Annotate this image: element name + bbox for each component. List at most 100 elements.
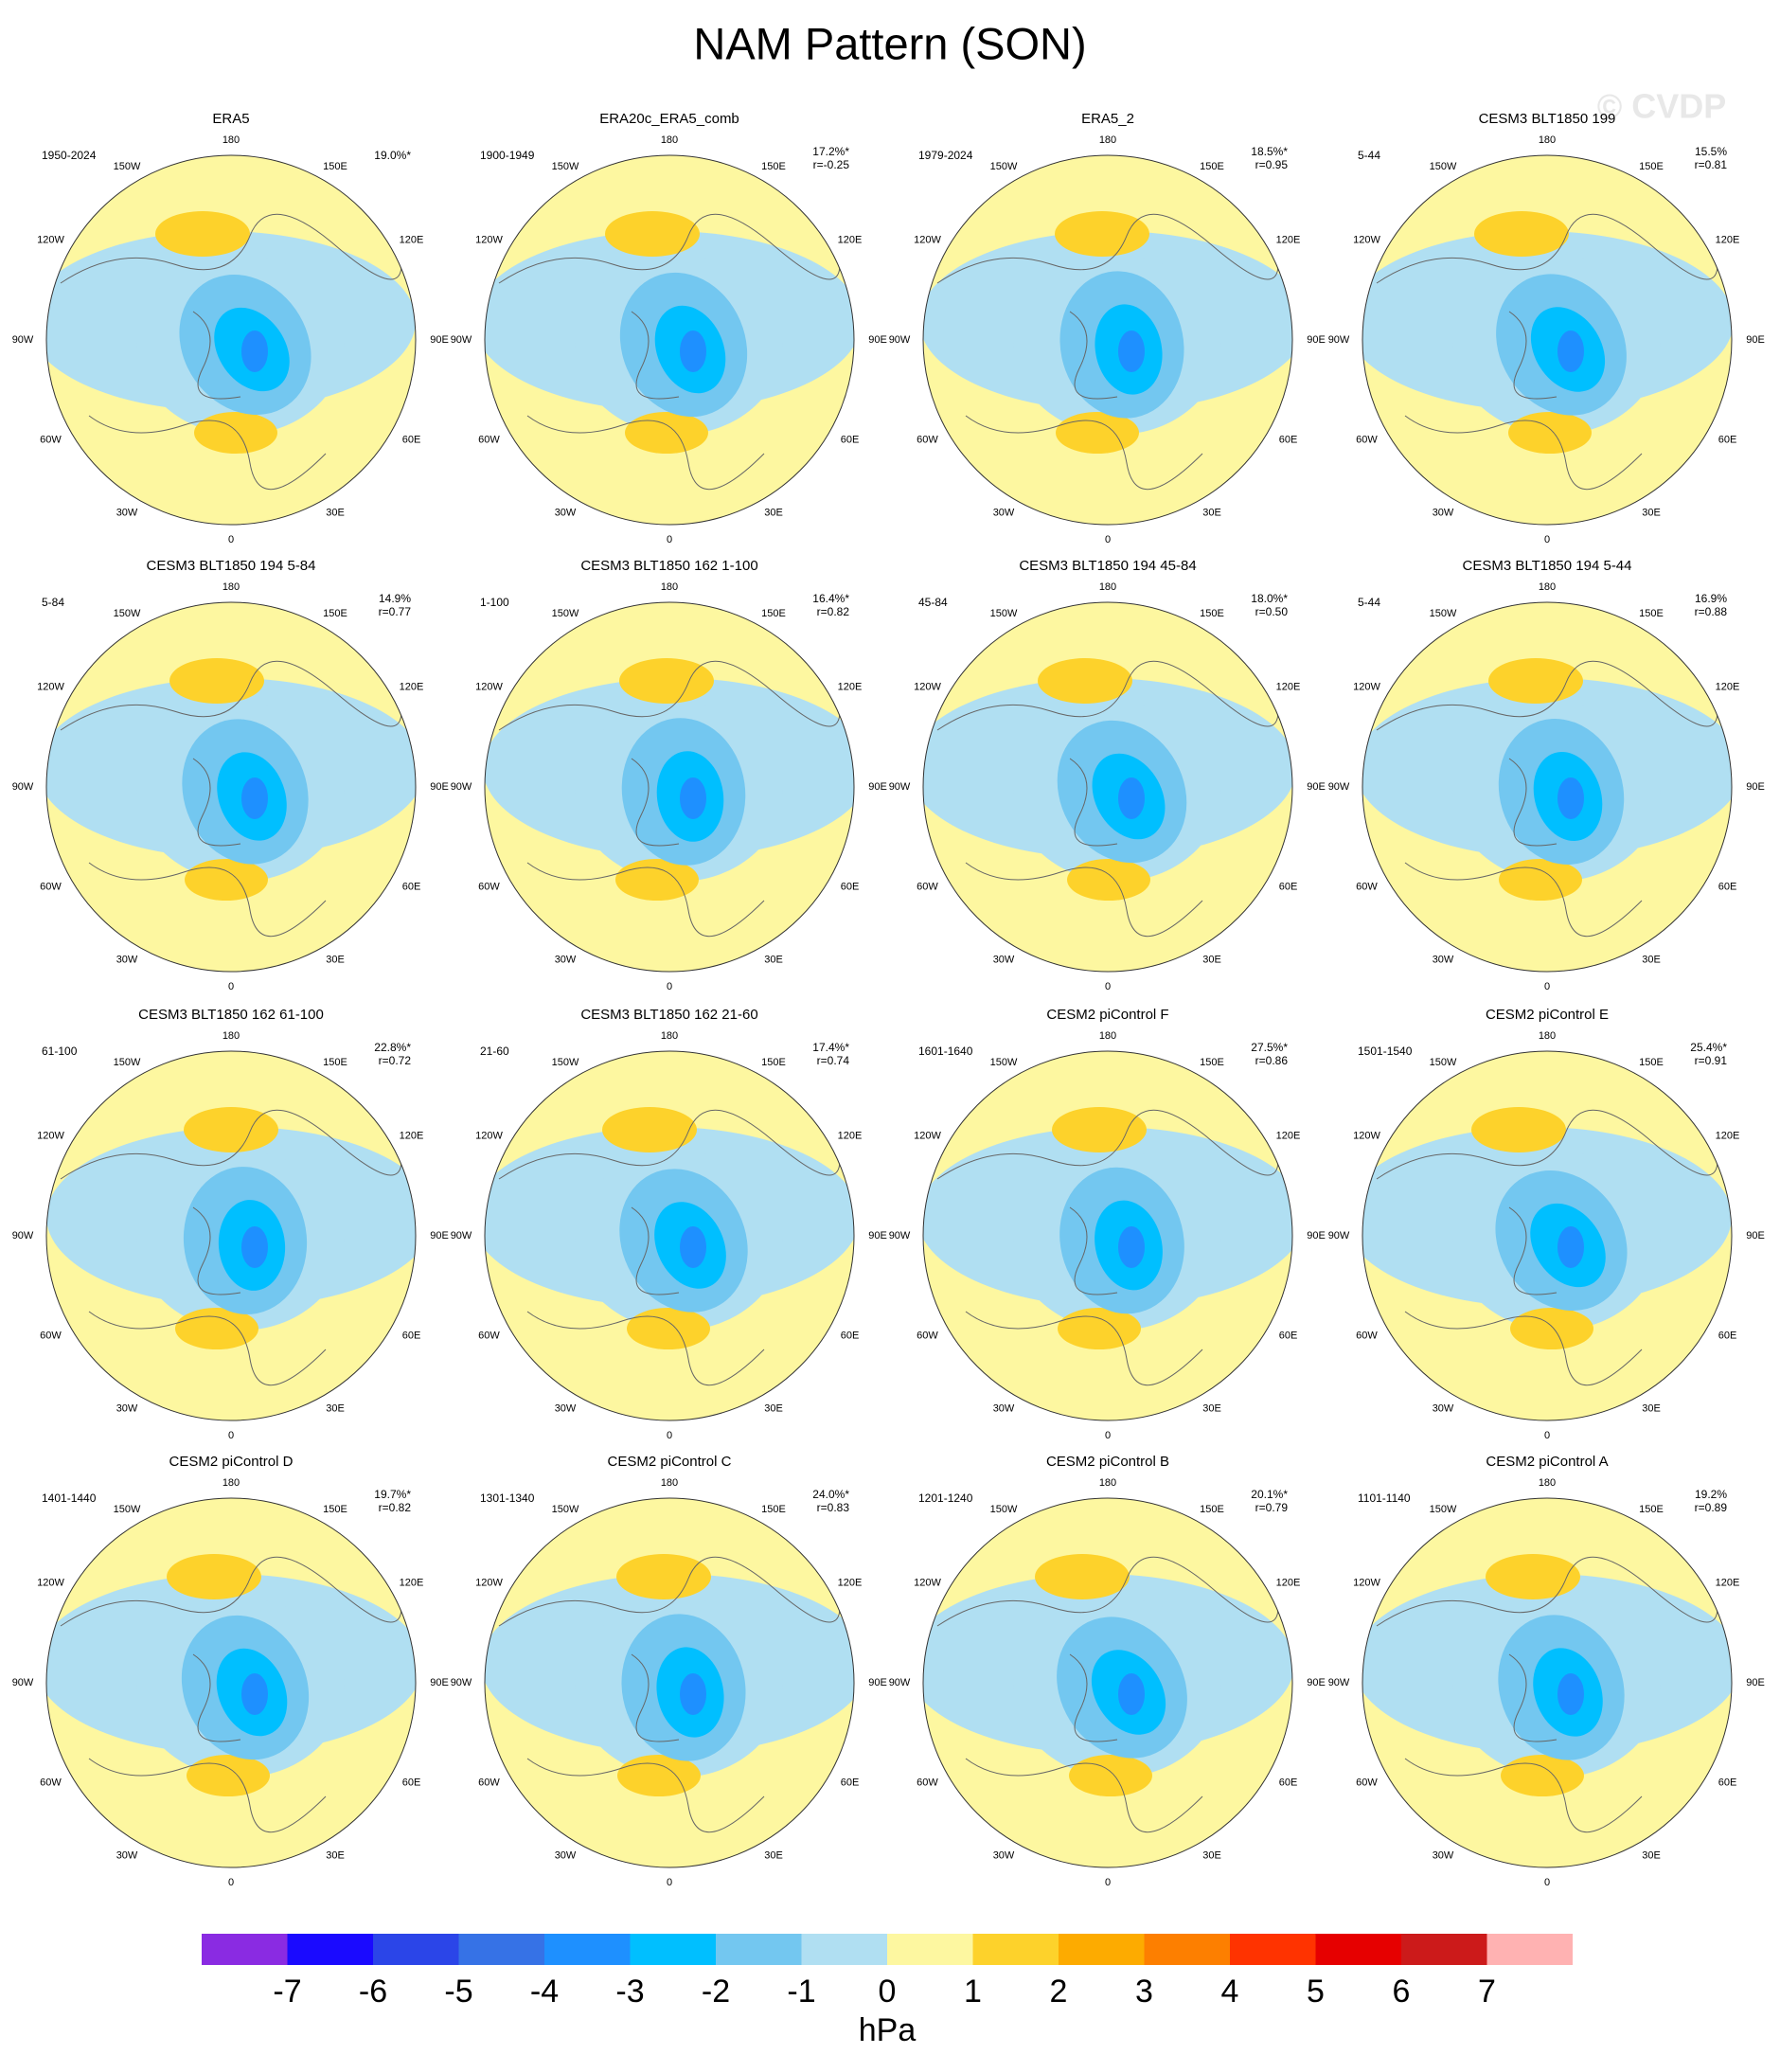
longitude-label: 180 [1539, 134, 1556, 146]
longitude-label: 30E [326, 1850, 345, 1862]
longitude-label: 30W [993, 955, 1015, 966]
pattern-correlation: r=0.74 [817, 1054, 850, 1067]
longitude-label: 90W [889, 334, 911, 346]
longitude-label: 150E [323, 161, 347, 172]
longitude-label: 30E [764, 1850, 783, 1862]
longitude-label: 150E [1639, 608, 1664, 619]
longitude-label: 180 [222, 1030, 240, 1042]
colorbar-unit: hPa [859, 2012, 917, 2048]
longitude-label: 0 [667, 981, 672, 992]
panel-title: ERA5_2 [1081, 111, 1134, 127]
longitude-label: 90E [868, 1677, 887, 1688]
period-label: 1601-1640 [918, 1045, 973, 1058]
period-label: 5-44 [1358, 596, 1380, 609]
colorbar-label: -3 [615, 1974, 644, 2009]
map-panel: CESM2 piControl D 1401-1440 19.7%*r=0.82 18… [12, 1454, 449, 1888]
longitude-label: 150W [990, 1504, 1018, 1515]
colorbar-label: 0 [879, 1974, 897, 2009]
panel-title: CESM3 BLT1850 194 5-44 [1463, 558, 1632, 574]
longitude-label: 180 [1099, 1477, 1116, 1489]
map-border [1362, 1497, 1733, 1868]
longitude-label: 30W [116, 955, 138, 966]
pattern-correlation: r=0.82 [379, 1501, 412, 1514]
period-label: 1900-1949 [480, 149, 535, 162]
map-panel: CESM2 piControl F 1601-1640 27.5%*r=0.86 18… [889, 1007, 1326, 1441]
colorbar-box [716, 1934, 802, 1965]
longitude-label: 180 [222, 581, 240, 593]
variance-label: 24.0%* [812, 1488, 849, 1501]
map-border [45, 1050, 417, 1421]
longitude-label: 150W [990, 1057, 1018, 1068]
negative-core [1118, 330, 1145, 372]
negative-core [241, 1673, 268, 1715]
longitude-label: 150W [990, 608, 1018, 619]
positive-region [619, 658, 714, 704]
longitude-label: 120E [1716, 1130, 1740, 1141]
longitude-label: 0 [228, 1877, 234, 1888]
coastline [1376, 660, 1718, 937]
period-label: 61-100 [42, 1045, 78, 1058]
longitude-label: 0 [1105, 1430, 1111, 1441]
longitude-label: 90E [430, 334, 449, 346]
map-panel: CESM3 BLT1850 194 5-44 5-44 16.9%r=0.88 180… [1328, 558, 1765, 992]
coastline [936, 213, 1279, 490]
positive-region [1508, 412, 1592, 454]
panel-title: CESM2 piControl A [1486, 1454, 1608, 1470]
colorbar-box [630, 1934, 716, 1965]
colorbar-box [1315, 1934, 1401, 1965]
panel-title: CESM3 BLT1850 194 45-84 [1019, 558, 1196, 574]
longitude-label: 0 [1544, 1430, 1550, 1441]
positive-region [617, 1755, 701, 1796]
longitude-label: 120W [914, 681, 941, 692]
variance-label: 16.4%* [812, 592, 849, 605]
longitude-label: 150E [761, 1057, 786, 1068]
colorbar-box [202, 1934, 288, 1965]
positive-region [194, 412, 277, 454]
positive-region [169, 658, 264, 704]
longitude-label: 60E [402, 1777, 421, 1788]
panel-title: CESM2 piControl E [1486, 1007, 1609, 1023]
longitude-label: 180 [1099, 581, 1116, 593]
map-border [484, 154, 855, 526]
map-panel: CESM3 BLT1850 162 1-100 1-100 16.4%*r=0.82… [451, 558, 887, 992]
longitude-label: 180 [661, 1030, 678, 1042]
pattern-correlation: r=0.83 [817, 1501, 850, 1514]
positive-region [1055, 211, 1149, 257]
longitude-label: 180 [661, 1477, 678, 1489]
coastline [936, 1556, 1279, 1832]
longitude-label: 120E [838, 234, 863, 245]
longitude-label: 30E [764, 1403, 783, 1415]
longitude-label: 60E [1718, 1777, 1737, 1788]
longitude-label: 120E [838, 681, 863, 692]
longitude-label: 150E [323, 1504, 347, 1515]
longitude-label: 150E [1200, 161, 1224, 172]
longitude-label: 90E [430, 781, 449, 793]
map-border [922, 1497, 1293, 1868]
longitude-label: 90W [12, 1677, 34, 1688]
longitude-label: 90W [451, 334, 472, 346]
positive-region [1488, 658, 1583, 704]
pattern-correlation: r=0.50 [1255, 605, 1289, 618]
period-label: 1979-2024 [918, 149, 973, 162]
panel-title: CESM2 piControl C [608, 1454, 732, 1470]
map-panel: CESM2 piControl B 1201-1240 20.1%*r=0.79 18… [889, 1454, 1326, 1888]
longitude-label: 30W [993, 1403, 1015, 1415]
longitude-label: 180 [1539, 1030, 1556, 1042]
positive-region [1038, 658, 1132, 704]
figure-title: NAM Pattern (SON) [693, 18, 1086, 68]
colorbar-box [1144, 1934, 1230, 1965]
map-panel: CESM3 BLT1850 162 21-60 21-60 17.4%*r=0.74… [451, 1007, 887, 1441]
longitude-label: 60W [1356, 881, 1378, 892]
longitude-label: 60W [1356, 434, 1378, 445]
longitude-label: 90E [1746, 781, 1765, 793]
coastline [60, 1109, 402, 1385]
negative-core [1558, 330, 1584, 372]
panel-title: CESM3 BLT1850 162 21-60 [580, 1007, 757, 1023]
longitude-label: 150E [761, 161, 786, 172]
longitude-label: 180 [1099, 134, 1116, 146]
period-label: 5-84 [42, 596, 64, 609]
longitude-label: 0 [1105, 534, 1111, 545]
map-panel: CESM3 BLT1850 194 5-84 5-84 14.9%r=0.77 180… [12, 558, 449, 992]
coastline [498, 660, 841, 937]
map-panel: ERA5 1950-2024 19.0%* 180 150E 120E 90E 60E 30E 0… [12, 111, 449, 545]
